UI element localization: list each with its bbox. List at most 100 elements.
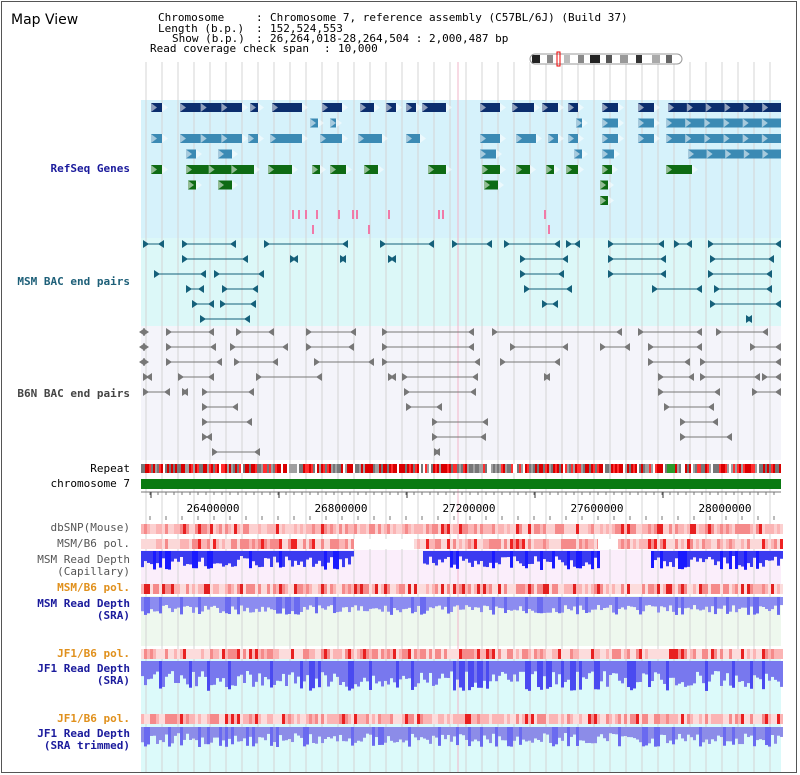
- msm-capillary-depth: [456, 551, 459, 569]
- refseq-gene: [180, 103, 242, 112]
- msm-sra-depth: [510, 597, 513, 611]
- dbsnp-density: [180, 524, 183, 534]
- jf1-trim-depth: [639, 727, 642, 743]
- track-label-refseq[interactable]: RefSeq Genes: [50, 162, 130, 175]
- dbsnp-density: [648, 524, 651, 534]
- repeat-element: [177, 464, 179, 473]
- msm-b6-pol-density: [723, 539, 726, 549]
- jf1-b6-pol-density-2: [198, 714, 201, 724]
- repeat-element: [583, 464, 585, 473]
- msm-b6-pol-density: [186, 539, 189, 549]
- bac-end-marker: [206, 433, 212, 441]
- msm-sra-depth: [477, 597, 480, 608]
- dbsnp-density: [381, 524, 384, 534]
- jf1-b6-pol-density: [717, 649, 720, 659]
- msm-sra-depth: [729, 597, 732, 612]
- jf1-b6-pol-density: [222, 649, 225, 659]
- jf1-b6-pol-density-2: [456, 714, 459, 724]
- dbsnp-density: [294, 524, 297, 534]
- dbsnp-density: [687, 524, 690, 534]
- repeat-element: [761, 464, 763, 473]
- msm-b6-pol-density: [441, 539, 444, 549]
- jf1-b6-pol-density: [315, 649, 318, 659]
- repeat-element: [357, 464, 359, 473]
- repeat-element: [389, 464, 391, 473]
- gene-strand-arrow: [618, 134, 624, 143]
- dbsnp-density: [240, 524, 243, 534]
- msm-b6-pol-density: [624, 539, 627, 549]
- msm-sra-depth: [771, 597, 774, 610]
- jf1-b6-pol-density-2: [615, 714, 618, 724]
- msm-sra-depth: [249, 597, 252, 613]
- msm-sra-depth: [528, 597, 531, 609]
- repeat-element: [315, 464, 317, 473]
- track-label-msm-depth-cap-2: (Capillary): [57, 565, 130, 578]
- dbsnp-density: [483, 524, 486, 534]
- msm-b6-pol-density-2: [162, 584, 165, 594]
- msm-b6-pol-density: [438, 539, 441, 549]
- repeat-element: [667, 464, 669, 473]
- msm-capillary-depth: [156, 551, 159, 564]
- msm-b6-pol-density: [639, 539, 642, 549]
- msm-b6-pol-density-2: [216, 584, 219, 594]
- bac-end-marker: [766, 270, 772, 278]
- jf1-b6-pol-density-2: [591, 714, 594, 724]
- refseq-gene: [512, 103, 534, 112]
- msm-sra-depth: [237, 597, 240, 615]
- jf1-trim-depth: [672, 727, 675, 745]
- dbsnp-density: [588, 524, 591, 534]
- ideogram-band: [564, 55, 570, 63]
- jf1-sra-depth: [495, 661, 498, 682]
- jf1-sra-depth: [591, 661, 594, 672]
- gene-strand-arrow: [578, 103, 584, 112]
- track-label-b6n-bac[interactable]: B6N BAC end pairs: [17, 387, 130, 400]
- track-label-msm-bac[interactable]: MSM BAC end pairs: [17, 275, 130, 288]
- jf1-b6-pol-density: [414, 649, 417, 659]
- repeat-element: [365, 464, 367, 473]
- jf1-sra-depth: [474, 661, 477, 683]
- dbsnp-density: [423, 524, 426, 534]
- msm-capillary-depth: [285, 551, 288, 557]
- repeat-element: [601, 464, 603, 473]
- jf1-trim-depth: [381, 727, 384, 745]
- jf1-b6-pol-density: [252, 649, 255, 659]
- bac-end-marker: [652, 285, 658, 293]
- refseq-transcript-mark: [442, 210, 444, 219]
- bac-end-marker: [638, 328, 644, 336]
- msm-b6-pol-density: [309, 539, 312, 549]
- jf1-trim-depth: [546, 727, 549, 735]
- msm-b6-pol-density-2: [195, 584, 198, 594]
- gene-strand-arrow: [200, 134, 207, 143]
- dbsnp-density: [771, 524, 774, 534]
- jf1-trim-depth: [147, 727, 150, 745]
- dbsnp-density: [366, 524, 369, 534]
- msm-sra-depth: [741, 597, 744, 608]
- jf1-b6-pol-density: [561, 649, 564, 659]
- jf1-trim-depth: [498, 727, 501, 737]
- jf1-sra-depth: [672, 661, 675, 678]
- dbsnp-density: [270, 524, 273, 534]
- jf1-trim-depth: [525, 727, 528, 742]
- msm-sra-depth: [732, 597, 735, 606]
- msm-b6-pol-density-2: [474, 584, 477, 594]
- repeat-element: [469, 464, 471, 473]
- jf1-trim-depth: [558, 727, 561, 738]
- dbsnp-density: [150, 524, 153, 534]
- refseq-gene: [218, 180, 232, 190]
- msm-capillary-depth: [756, 551, 759, 569]
- msm-capillary-depth: [264, 551, 267, 559]
- msm-b6-pol-density: [657, 539, 660, 549]
- jf1-trim-depth: [762, 727, 765, 741]
- jf1-b6-pol-density: [288, 649, 291, 659]
- bac-end-marker: [316, 373, 322, 381]
- msm-sra-depth: [594, 597, 597, 610]
- jf1-b6-pol-density: [582, 649, 585, 659]
- msm-b6-pol-density: [495, 539, 498, 549]
- jf1-sra-depth: [489, 661, 492, 682]
- bac-end-marker: [775, 388, 781, 396]
- gene-strand-arrow: [242, 103, 248, 112]
- jf1-sra-depth: [681, 661, 684, 683]
- jf1-b6-pol-density-2: [333, 714, 336, 724]
- repeat-element: [511, 464, 513, 473]
